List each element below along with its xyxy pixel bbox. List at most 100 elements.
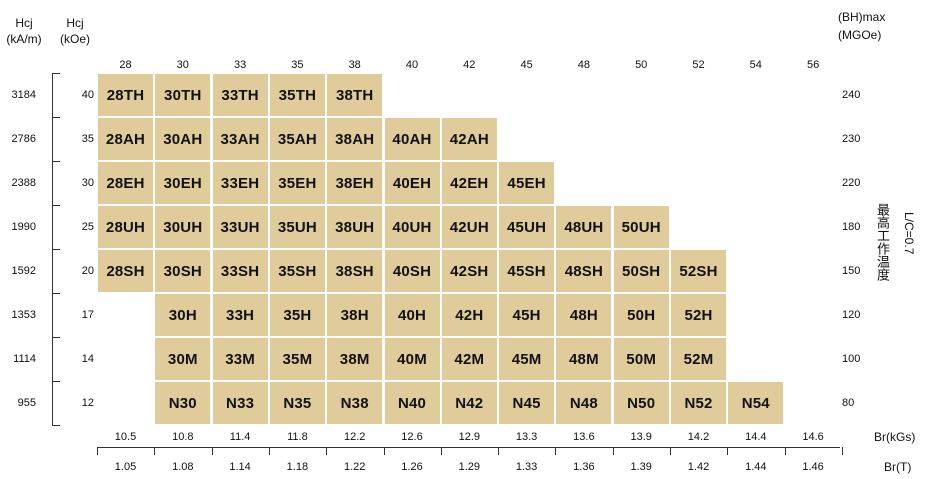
br-t-tick-label: 1.46: [802, 461, 824, 473]
grade-cell: 35TH: [269, 74, 325, 116]
hcj-kam-tick-label: 1353: [11, 309, 36, 321]
br-t-tick-mark: [555, 447, 557, 455]
temp-tick-label: 240: [842, 89, 861, 101]
bh-tick-label: 42: [463, 59, 476, 71]
br-kgs-title: Br(kGs): [874, 430, 916, 444]
grade-cell: 38AH: [327, 118, 383, 160]
hcj-koe-tick-label: 40: [81, 89, 94, 101]
br-t-tick-label: 1.44: [745, 461, 767, 473]
br-kgs-tick-label: 12.6: [401, 431, 423, 443]
br-kgs-tick-label: 12.2: [343, 431, 366, 443]
grade-cell: 28SH: [98, 250, 153, 292]
br-kgs-tick-label: 13.9: [630, 431, 652, 443]
br-t-tick-label: 1.42: [687, 461, 710, 473]
grade-cell: 28EH: [98, 162, 153, 204]
br-t-tick-mark: [154, 447, 156, 455]
grade-cell: N40: [384, 382, 440, 424]
bh-tick-label: 52: [692, 59, 705, 71]
grade-cell: 38H: [327, 294, 383, 336]
grade-cell: 30TH: [155, 74, 211, 116]
br-kgs-tick-label: 10.8: [172, 431, 194, 443]
hcj-si-title-line1: Hcj: [15, 16, 33, 30]
grade-cell: 42AH: [441, 118, 497, 160]
grade-cell: 42UH: [441, 206, 497, 248]
bh-tick-label: 28: [119, 59, 132, 71]
hcj-axis-tick-mark: [52, 293, 60, 294]
hcj-koe-tick-label: 20: [81, 265, 94, 277]
bh-title-line1: (BH)max: [838, 10, 886, 24]
grade-cell: 52M: [671, 338, 726, 380]
temp-tick-label: 150: [842, 265, 861, 277]
grade-cell: 38EH: [327, 162, 383, 204]
bh-tick-label: 45: [520, 59, 533, 71]
bh-tick-label: 35: [291, 59, 304, 71]
temp-tick-label: 220: [842, 177, 861, 189]
grade-cell: 35UH: [269, 206, 325, 248]
lc-ratio-label: L/C=0.7: [902, 212, 916, 255]
hcj-cgs-title-line2: (kOe): [60, 32, 90, 46]
grade-cell: 45H: [499, 294, 555, 336]
br-kgs-tick-label: 12.9: [458, 431, 480, 443]
temp-tick-label: 230: [842, 133, 861, 145]
br-t-tick-mark: [498, 447, 500, 455]
grade-cell: 50H: [613, 294, 669, 336]
temp-tick-label: 100: [842, 353, 861, 365]
hcj-axis-tick-mark: [52, 425, 60, 426]
grade-cell: 52SH: [671, 250, 726, 292]
grade-cell: 38UH: [327, 206, 383, 248]
hcj-cgs-title: Hcj (kOe): [53, 15, 97, 47]
bh-tick-label: 50: [635, 59, 648, 71]
hcj-kam-tick-label: 1592: [11, 265, 36, 277]
grade-cell: 40EH: [384, 162, 440, 204]
hcj-koe-tick-label: 14: [81, 353, 94, 365]
br-t-tick-label: 1.05: [114, 461, 137, 473]
bh-tick-label: 38: [348, 59, 361, 71]
grade-cell: 42M: [441, 338, 497, 380]
grade-cell: 42H: [441, 294, 497, 336]
max-temp-label: 最高工作温度: [875, 203, 890, 281]
br-kgs-tick-label: 11.8: [287, 431, 308, 443]
hcj-axis-tick-mark: [52, 205, 60, 206]
grade-cell: 42SH: [441, 250, 497, 292]
grade-cell: N42: [441, 382, 497, 424]
grade-cell: 45M: [499, 338, 555, 380]
grade-cell: 35AH: [269, 118, 325, 160]
br-t-tick-mark: [97, 447, 98, 455]
grade-cell: N45: [499, 382, 555, 424]
hcj-kam-tick-label: 3184: [11, 89, 36, 101]
hcj-kam-tick-label: 2388: [11, 177, 36, 189]
grade-cell: 45SH: [499, 250, 555, 292]
bh-tick-label: 40: [405, 59, 419, 71]
grade-cell: 40SH: [384, 250, 440, 292]
br-t-tick-mark: [326, 447, 328, 455]
hcj-koe-tick-label: 30: [81, 177, 94, 189]
br-t-tick-label: 1.08: [172, 461, 194, 473]
grade-cell: 33H: [212, 294, 268, 336]
bh-tick-label: 48: [577, 59, 591, 71]
br-t-tick-mark: [670, 447, 671, 455]
grade-cell: N33: [212, 382, 268, 424]
grade-cell: 38SH: [327, 250, 383, 292]
hcj-koe-tick-label: 12: [81, 397, 94, 409]
br-t-tick-label: 1.22: [343, 461, 366, 473]
grade-cell: 45UH: [499, 206, 555, 248]
grade-cell: 30H: [155, 294, 211, 336]
bh-title: (BH)max (MGOe): [838, 8, 918, 44]
grade-cell: 48UH: [556, 206, 612, 248]
grade-cell: 28AH: [98, 118, 153, 160]
hcj-axis-tick-mark: [52, 161, 60, 162]
grade-cell: 33TH: [212, 74, 268, 116]
hcj-kam-tick-label: 2786: [11, 133, 36, 145]
grade-cell: 45EH: [499, 162, 555, 204]
grade-cell: 35H: [269, 294, 325, 336]
hcj-kam-tick-label: 1114: [13, 353, 36, 365]
br-kgs-tick-label: 14.6: [802, 431, 824, 443]
grade-cell: 40M: [384, 338, 440, 380]
br-kgs-tick-label: 14.2: [687, 431, 710, 443]
grade-cell: 48H: [556, 294, 612, 336]
br-t-axis-line: [97, 447, 840, 448]
grade-cell: 30SH: [155, 250, 211, 292]
grade-cell: 33EH: [212, 162, 268, 204]
grade-cell: N35: [269, 382, 325, 424]
grade-cell: 35EH: [269, 162, 325, 204]
